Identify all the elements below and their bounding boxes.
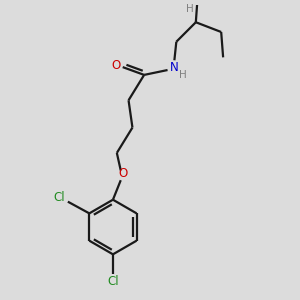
Text: H: H: [179, 70, 187, 80]
Text: O: O: [111, 59, 121, 72]
Text: O: O: [118, 167, 127, 180]
Text: H: H: [186, 4, 194, 14]
Text: Cl: Cl: [107, 275, 119, 288]
Text: Cl: Cl: [53, 191, 65, 204]
Text: N: N: [170, 61, 179, 74]
